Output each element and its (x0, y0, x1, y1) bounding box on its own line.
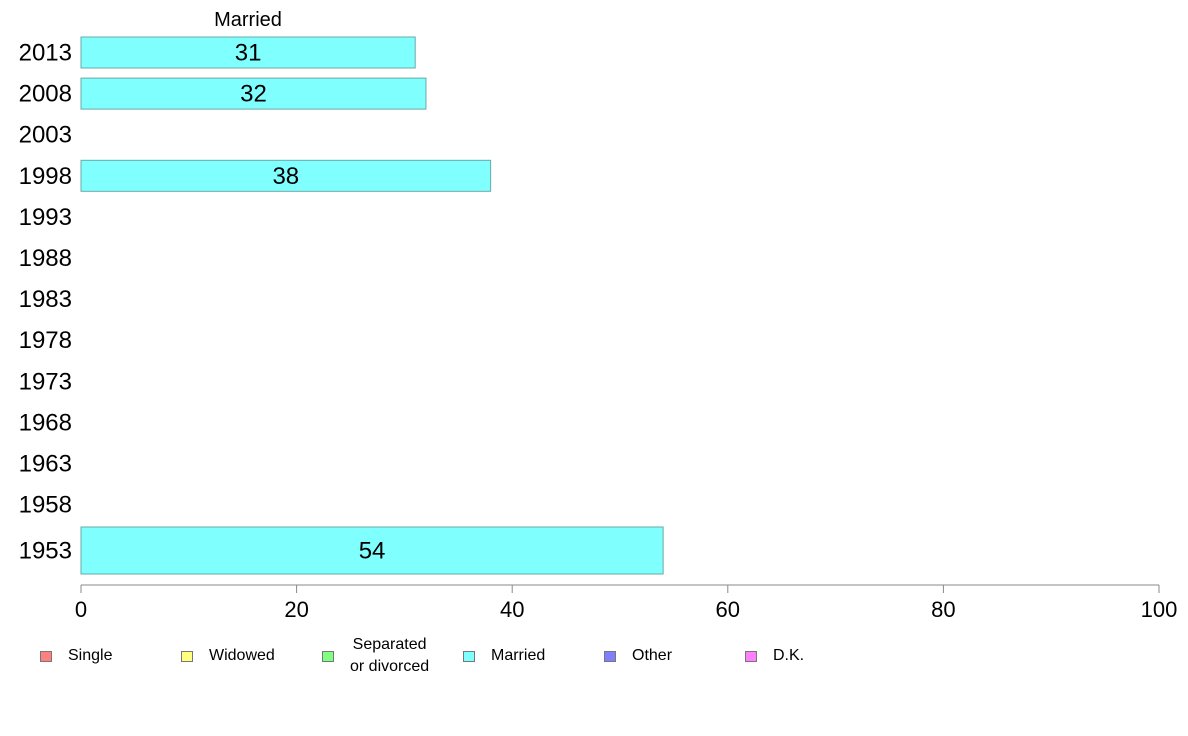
x-tick-label-100: 100 (1141, 597, 1178, 622)
legend-label-widowed: Widowed (209, 647, 275, 664)
legend-item-dk: D.K. (745, 634, 804, 678)
category-label-1958: 1958 (19, 492, 72, 519)
legend-swatch-married (463, 650, 475, 662)
legend-swatch-separated (322, 650, 334, 662)
legend-label-dk: D.K. (773, 647, 805, 664)
legend-item-single: Single (40, 634, 112, 678)
category-label-1963: 1963 (19, 451, 72, 478)
x-tick-label-80: 80 (931, 597, 955, 622)
category-label-1953: 1953 (19, 538, 72, 565)
category-label-1993: 1993 (19, 204, 72, 231)
bar-1998 (80, 159, 492, 192)
legend: Single Widowed Separated or divorced Mar… (0, 634, 1188, 684)
legend-swatch-widowed (181, 650, 193, 662)
category-label-1988: 1988 (19, 245, 72, 272)
bar-2013 (80, 36, 416, 69)
legend-item-separated: Separated or divorced (322, 634, 429, 678)
x-tick-label-60: 60 (716, 597, 740, 622)
bar-chart: Married 2013 31 2008 32 2003 1998 38 1993 1988 198… (19, 9, 1178, 622)
bar-2008 (80, 77, 427, 110)
category-label-2008: 2008 (19, 81, 72, 108)
legend-label-separated: Separated or divorced (350, 636, 430, 675)
category-label-1973: 1973 (19, 368, 72, 395)
data-label-1998: 38 (272, 163, 299, 190)
data-label-1953: 54 (359, 538, 386, 565)
legend-item-other: Other (604, 634, 672, 678)
x-tick-label-0: 0 (75, 597, 87, 622)
legend-label-single: Single (68, 647, 113, 664)
legend-swatch-other (604, 650, 616, 662)
legend-label-other: Other (632, 647, 673, 664)
data-label-2013: 31 (235, 40, 262, 67)
x-tick-label-20: 20 (284, 597, 308, 622)
x-tick-label-40: 40 (500, 597, 524, 622)
data-label-2008: 32 (240, 81, 267, 108)
legend-swatch-dk (745, 650, 757, 662)
category-label-1978: 1978 (19, 327, 72, 354)
category-label-2013: 2013 (19, 40, 72, 67)
category-label-1968: 1968 (19, 409, 72, 436)
legend-swatch-single (40, 650, 52, 662)
chart-title: Married (214, 9, 282, 31)
legend-item-married: Married (463, 634, 545, 678)
bar-1953 (80, 526, 664, 575)
legend-label-married: Married (491, 647, 546, 664)
category-label-1983: 1983 (19, 286, 72, 313)
legend-item-widowed: Widowed (181, 634, 275, 678)
category-label-2003: 2003 (19, 122, 72, 149)
category-label-1998: 1998 (19, 163, 72, 190)
